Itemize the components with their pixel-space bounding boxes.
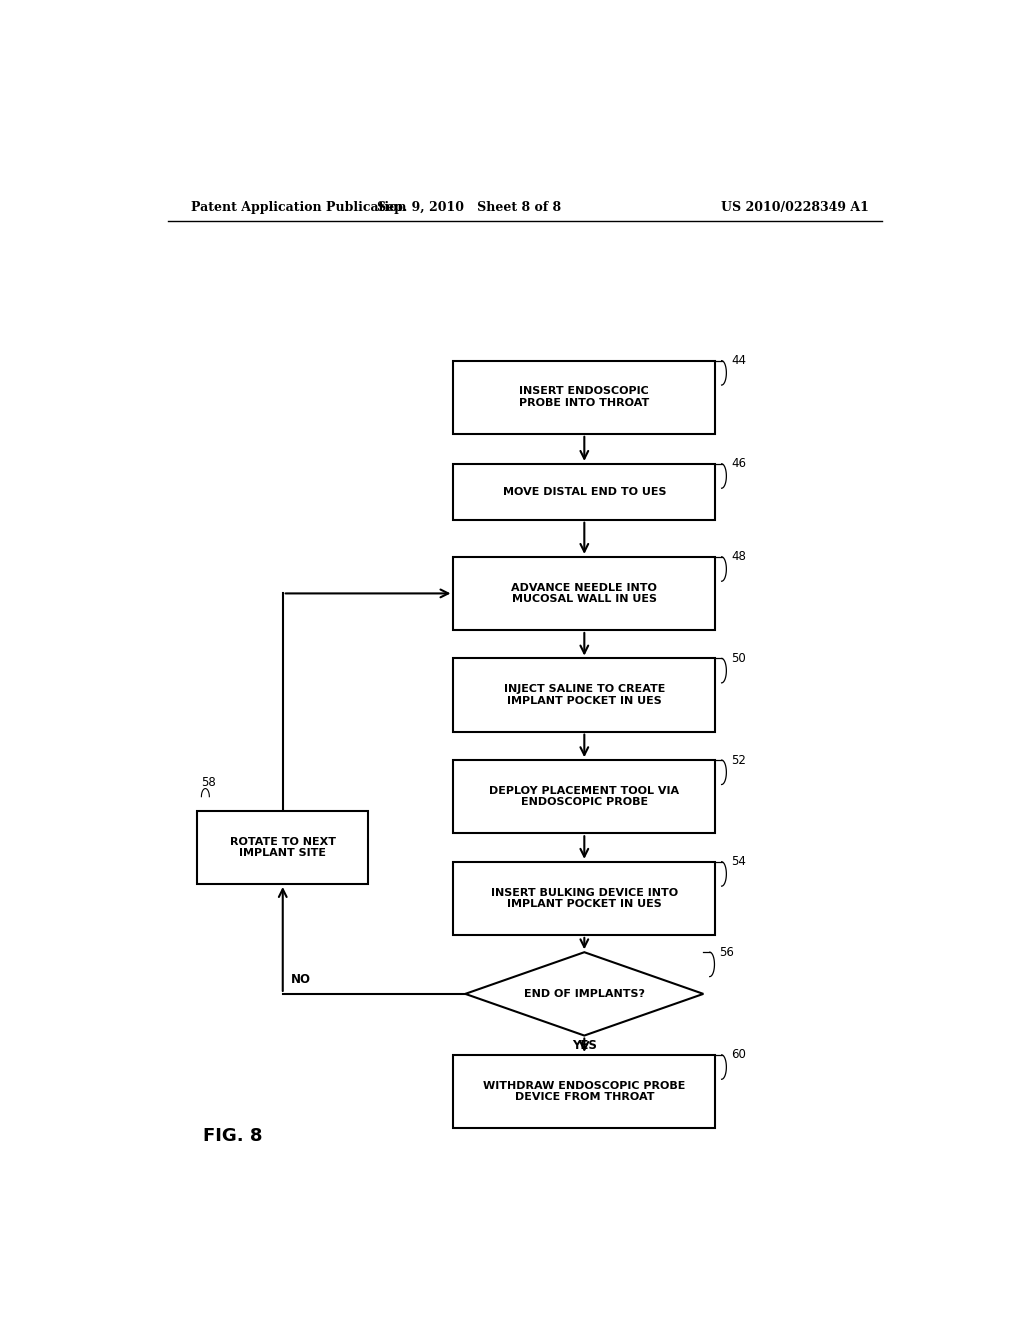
Polygon shape: [465, 952, 703, 1036]
Text: FIG. 8: FIG. 8: [204, 1127, 263, 1146]
Bar: [454, 1055, 715, 1129]
Bar: [454, 463, 715, 520]
Text: Sep. 9, 2010   Sheet 8 of 8: Sep. 9, 2010 Sheet 8 of 8: [377, 201, 561, 214]
Text: INJECT SALINE TO CREATE
IMPLANT POCKET IN UES: INJECT SALINE TO CREATE IMPLANT POCKET I…: [504, 684, 665, 706]
Bar: [454, 360, 715, 434]
Text: 52: 52: [731, 754, 746, 767]
Text: 56: 56: [719, 945, 734, 958]
Bar: [454, 659, 715, 731]
Text: 58: 58: [202, 776, 216, 788]
Bar: [454, 862, 715, 935]
Bar: [454, 557, 715, 630]
Text: 46: 46: [731, 457, 746, 470]
Bar: [198, 810, 368, 884]
Text: NO: NO: [291, 973, 310, 986]
Text: END OF IMPLANTS?: END OF IMPLANTS?: [524, 989, 645, 999]
Text: 50: 50: [731, 652, 745, 665]
Text: 54: 54: [731, 855, 746, 869]
Text: 44: 44: [731, 354, 746, 367]
Text: Patent Application Publication: Patent Application Publication: [191, 201, 407, 214]
Text: ROTATE TO NEXT
IMPLANT SITE: ROTATE TO NEXT IMPLANT SITE: [229, 837, 336, 858]
Text: MOVE DISTAL END TO UES: MOVE DISTAL END TO UES: [503, 487, 666, 496]
Text: 48: 48: [731, 550, 746, 564]
Text: INSERT BULKING DEVICE INTO
IMPLANT POCKET IN UES: INSERT BULKING DEVICE INTO IMPLANT POCKE…: [490, 887, 678, 909]
Text: WITHDRAW ENDOSCOPIC PROBE
DEVICE FROM THROAT: WITHDRAW ENDOSCOPIC PROBE DEVICE FROM TH…: [483, 1081, 685, 1102]
Text: YES: YES: [571, 1039, 597, 1052]
Text: 60: 60: [731, 1048, 746, 1061]
Text: INSERT ENDOSCOPIC
PROBE INTO THROAT: INSERT ENDOSCOPIC PROBE INTO THROAT: [519, 387, 649, 408]
Text: ADVANCE NEEDLE INTO
MUCOSAL WALL IN UES: ADVANCE NEEDLE INTO MUCOSAL WALL IN UES: [511, 582, 657, 605]
Bar: [454, 760, 715, 833]
Text: US 2010/0228349 A1: US 2010/0228349 A1: [721, 201, 868, 214]
Text: DEPLOY PLACEMENT TOOL VIA
ENDOSCOPIC PROBE: DEPLOY PLACEMENT TOOL VIA ENDOSCOPIC PRO…: [489, 785, 679, 808]
